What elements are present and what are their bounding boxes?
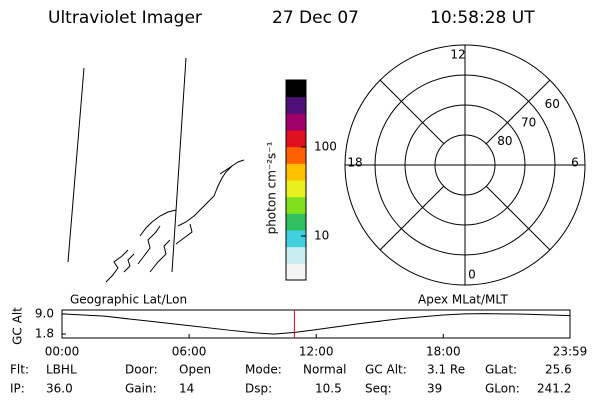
info-label: Dsp: xyxy=(245,382,272,396)
colorbar-swatch xyxy=(286,96,306,114)
x-tick-label: 12:00 xyxy=(299,345,334,359)
info-label: GC Alt: xyxy=(365,363,407,377)
info-value: 10.5 xyxy=(315,382,342,396)
polar-grid xyxy=(344,44,586,286)
info-label: Door: xyxy=(125,363,158,377)
mlt-label: 18 xyxy=(347,156,362,170)
mlt-label: 6 xyxy=(571,156,579,170)
colorbar-swatch xyxy=(286,180,306,198)
mlt-label: 0 xyxy=(468,268,476,282)
colorbar: 10 100 xyxy=(285,79,337,281)
meridian xyxy=(379,185,445,251)
colorbar-swatch xyxy=(286,146,306,164)
info-label: IP: xyxy=(10,382,25,396)
y-tick-label: 1.8 xyxy=(35,327,54,341)
x-tick-label: 23:59 xyxy=(553,345,588,359)
colorbar-swatch xyxy=(286,80,306,98)
colorbar-swatch xyxy=(286,196,306,214)
colorbar-swatch xyxy=(286,163,306,181)
colorbar-swatch xyxy=(286,246,306,264)
info-value: 14 xyxy=(179,382,194,396)
meridian xyxy=(379,79,445,145)
info-label: Flt: xyxy=(10,363,29,377)
x-tick-label: 18:00 xyxy=(426,345,461,359)
ring-label: 60 xyxy=(545,97,560,111)
info-label: Gain: xyxy=(125,382,157,396)
instrument: Ultraviolet Imager xyxy=(48,8,202,28)
colorbar-swatch xyxy=(286,230,306,248)
info-label: GLon: xyxy=(485,382,520,396)
info-label: Seq: xyxy=(365,382,392,396)
info-value: Open xyxy=(179,363,211,377)
colorbar-swatch xyxy=(286,130,306,148)
colorbar-swatch xyxy=(286,113,306,131)
info-label: GLat: xyxy=(485,363,517,377)
meridian xyxy=(485,185,551,251)
colorbar-label: photon cm⁻²s⁻¹ xyxy=(265,141,279,234)
ring-label: 80 xyxy=(497,134,512,148)
altitude-curve xyxy=(61,313,571,335)
info-value: LBHL xyxy=(46,363,77,377)
info-value: 39 xyxy=(427,382,442,396)
colorbar-frame xyxy=(285,79,307,281)
meridian xyxy=(485,79,551,145)
colorbar-swatch xyxy=(286,213,306,231)
info-value: 3.1 Re xyxy=(427,363,465,377)
info-label: Mode: xyxy=(245,363,282,377)
left-label: Geographic Lat/Lon xyxy=(70,293,187,307)
altitude-ylabel: GC Alt xyxy=(11,307,25,345)
info-value: Normal xyxy=(303,363,346,377)
y-tick-label: 9.0 xyxy=(35,306,54,320)
ring-label: 70 xyxy=(521,116,536,130)
x-tick-label: 06:00 xyxy=(172,345,207,359)
right-label: Apex MLat/MLT xyxy=(418,293,508,307)
mlt-label: 12 xyxy=(450,48,465,62)
info-value: 25.6 xyxy=(545,363,572,377)
colorbar-tick-label: 10 xyxy=(314,228,329,242)
colorbar-swatch xyxy=(286,263,306,281)
time: 10:58:28 UT xyxy=(430,8,535,28)
geographic-outline xyxy=(67,57,245,283)
info-value: 241.2 xyxy=(537,382,571,396)
colorbar-tick-label: 100 xyxy=(314,139,337,153)
info-value: 36.0 xyxy=(46,382,73,396)
date: 27 Dec 07 xyxy=(272,8,359,28)
x-tick-label: 00:00 xyxy=(45,345,80,359)
